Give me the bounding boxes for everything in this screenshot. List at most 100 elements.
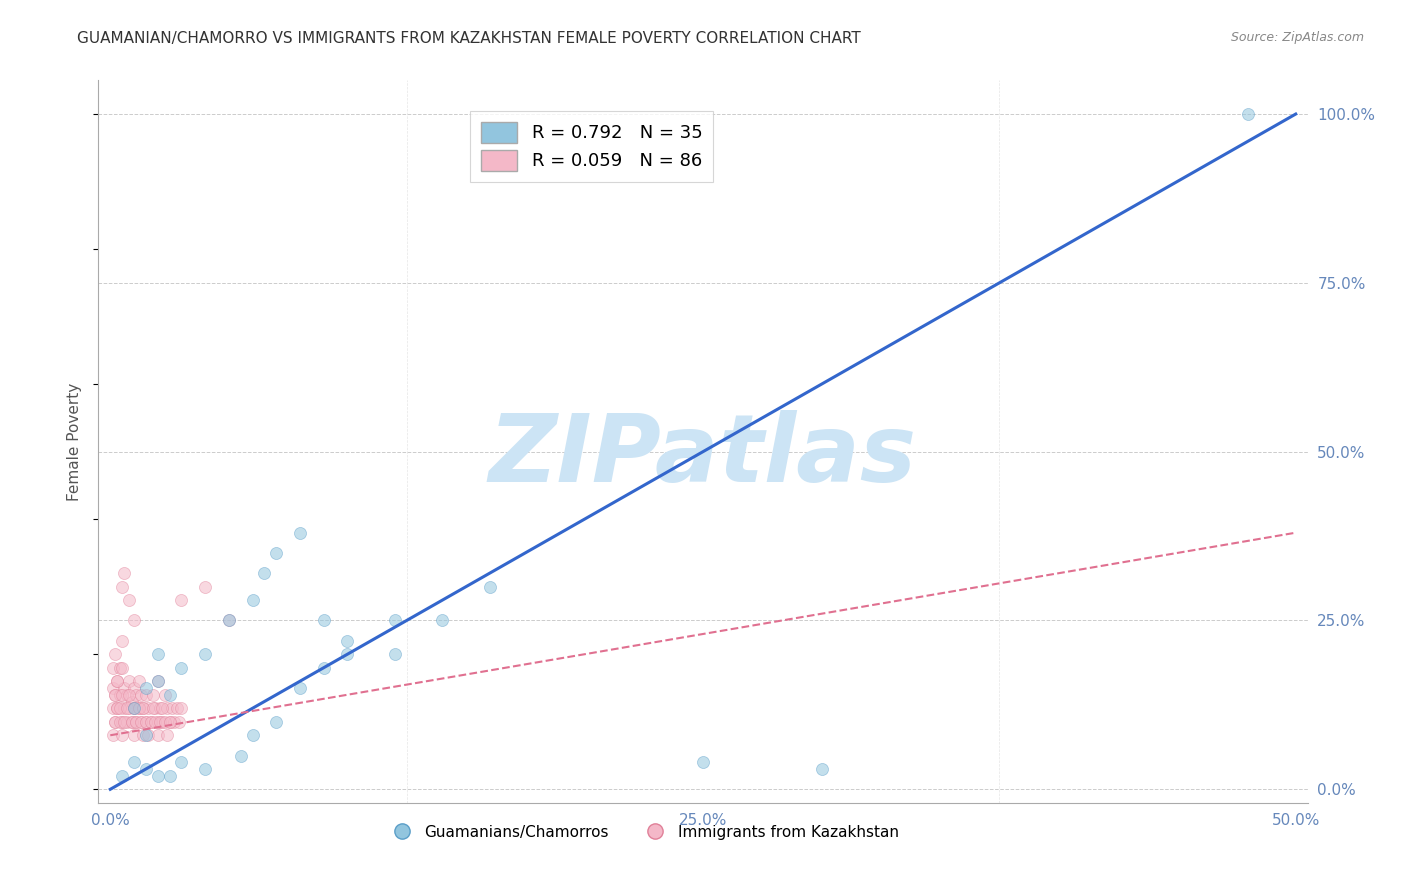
Point: [108, 661, 131, 675]
Point: [125, 714, 148, 729]
Point: [104, 714, 127, 729]
Point: [121, 714, 143, 729]
Point: [101, 681, 124, 695]
Point: [122, 701, 145, 715]
Point: [111, 769, 134, 783]
Point: [194, 580, 217, 594]
Point: [135, 762, 157, 776]
Point: [115, 701, 138, 715]
Point: [121, 694, 143, 708]
Point: [132, 728, 155, 742]
Point: [384, 614, 406, 628]
Point: [152, 714, 174, 729]
Point: [149, 701, 172, 715]
Point: [143, 714, 166, 729]
Point: [229, 748, 252, 763]
Point: [170, 756, 193, 770]
Point: [122, 614, 145, 628]
Point: [111, 580, 134, 594]
Point: [170, 661, 193, 675]
Legend: Guamanians/Chamorros, Immigrants from Kazakhstan: Guamanians/Chamorros, Immigrants from Ka…: [380, 819, 905, 846]
Point: [129, 688, 152, 702]
Point: [101, 701, 124, 715]
Point: [104, 688, 127, 702]
Point: [242, 593, 264, 607]
Point: [128, 701, 150, 715]
Point: [146, 769, 169, 783]
Point: [218, 614, 240, 628]
Point: [122, 728, 145, 742]
Point: [146, 674, 169, 689]
Point: [105, 674, 128, 689]
Point: [101, 661, 124, 675]
Point: [160, 701, 183, 715]
Point: [139, 714, 162, 729]
Point: [104, 688, 127, 702]
Point: [118, 593, 141, 607]
Point: [118, 688, 141, 702]
Point: [118, 701, 141, 715]
Point: [264, 546, 287, 560]
Point: [111, 714, 134, 729]
Point: [115, 688, 138, 702]
Point: [478, 580, 501, 594]
Point: [156, 701, 179, 715]
Point: [122, 681, 145, 695]
Point: [1237, 107, 1260, 121]
Point: [105, 701, 128, 715]
Point: [142, 688, 165, 702]
Point: [115, 714, 138, 729]
Point: [170, 593, 193, 607]
Point: [135, 688, 157, 702]
Point: [692, 756, 714, 770]
Point: [122, 701, 145, 715]
Point: [146, 728, 169, 742]
Point: [218, 614, 240, 628]
Point: [125, 688, 148, 702]
Point: [122, 756, 145, 770]
Point: [159, 714, 181, 729]
Point: [288, 681, 311, 695]
Point: [129, 714, 152, 729]
Point: [194, 762, 217, 776]
Point: [108, 714, 131, 729]
Point: [136, 701, 159, 715]
Point: [135, 714, 157, 729]
Point: [136, 728, 159, 742]
Point: [170, 701, 193, 715]
Point: [128, 701, 150, 715]
Point: [163, 714, 186, 729]
Point: [118, 674, 141, 689]
Point: [143, 701, 166, 715]
Point: [111, 728, 134, 742]
Point: [111, 661, 134, 675]
Y-axis label: Female Poverty: Female Poverty: [67, 383, 83, 500]
Point: [384, 647, 406, 661]
Text: GUAMANIAN/CHAMORRO VS IMMIGRANTS FROM KAZAKHSTAN FEMALE POVERTY CORRELATION CHAR: GUAMANIAN/CHAMORRO VS IMMIGRANTS FROM KA…: [77, 31, 860, 46]
Point: [432, 614, 454, 628]
Point: [105, 674, 128, 689]
Point: [153, 714, 176, 729]
Point: [105, 701, 128, 715]
Point: [159, 769, 181, 783]
Point: [132, 701, 155, 715]
Point: [135, 714, 157, 729]
Point: [194, 647, 217, 661]
Text: ZIPatlas: ZIPatlas: [489, 410, 917, 502]
Point: [159, 688, 181, 702]
Point: [135, 681, 157, 695]
Point: [242, 728, 264, 742]
Point: [253, 566, 276, 581]
Point: [153, 688, 176, 702]
Point: [336, 647, 359, 661]
Point: [139, 714, 162, 729]
Point: [111, 688, 134, 702]
Point: [810, 762, 832, 776]
Point: [156, 728, 179, 742]
Point: [114, 701, 136, 715]
Point: [111, 633, 134, 648]
Point: [159, 714, 181, 729]
Point: [167, 714, 190, 729]
Point: [166, 701, 188, 715]
Point: [132, 701, 155, 715]
